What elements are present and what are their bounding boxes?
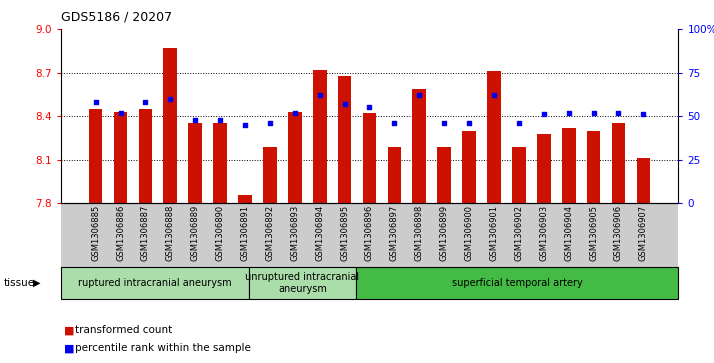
Point <box>140 99 151 105</box>
Point <box>513 120 525 126</box>
Bar <box>388 147 401 203</box>
Text: ruptured intracranial aneurysm: ruptured intracranial aneurysm <box>78 278 231 288</box>
Bar <box>114 112 127 203</box>
Point <box>339 101 351 107</box>
Point <box>388 120 400 126</box>
Bar <box>313 70 326 203</box>
Text: ■: ■ <box>64 343 75 354</box>
Text: superficial temporal artery: superficial temporal artery <box>452 278 583 288</box>
Point <box>438 120 450 126</box>
Point <box>613 110 624 115</box>
Point <box>189 117 201 123</box>
Point <box>264 120 276 126</box>
Bar <box>164 48 177 203</box>
Bar <box>213 123 227 203</box>
Bar <box>413 89 426 203</box>
Point <box>563 110 574 115</box>
Bar <box>462 131 476 203</box>
Point <box>239 122 251 128</box>
Point <box>413 92 425 98</box>
Point <box>538 111 550 117</box>
Bar <box>512 147 526 203</box>
Point <box>488 92 500 98</box>
Bar <box>288 112 301 203</box>
Bar <box>338 76 351 203</box>
Point <box>289 110 301 115</box>
Point <box>363 105 375 110</box>
Bar <box>363 113 376 203</box>
Bar <box>487 71 501 203</box>
Bar <box>537 134 550 203</box>
Text: percentile rank within the sample: percentile rank within the sample <box>75 343 251 354</box>
Point <box>463 120 475 126</box>
Bar <box>89 109 102 203</box>
Point <box>115 110 126 115</box>
Point <box>214 117 226 123</box>
Point <box>314 92 326 98</box>
Point <box>90 99 101 105</box>
Text: ■: ■ <box>64 325 75 335</box>
Bar <box>438 147 451 203</box>
Bar <box>188 123 202 203</box>
Bar <box>263 147 277 203</box>
Point <box>638 111 649 117</box>
Point <box>165 96 176 102</box>
Bar <box>637 158 650 203</box>
Bar <box>139 109 152 203</box>
Bar <box>562 128 575 203</box>
Bar <box>238 195 252 203</box>
Bar <box>612 123 625 203</box>
Point <box>588 110 599 115</box>
Text: transformed count: transformed count <box>75 325 172 335</box>
Text: ▶: ▶ <box>33 278 41 288</box>
Bar <box>587 131 600 203</box>
Text: GDS5186 / 20207: GDS5186 / 20207 <box>61 11 172 24</box>
Text: tissue: tissue <box>4 278 35 288</box>
Text: unruptured intracranial
aneurysm: unruptured intracranial aneurysm <box>246 272 359 294</box>
